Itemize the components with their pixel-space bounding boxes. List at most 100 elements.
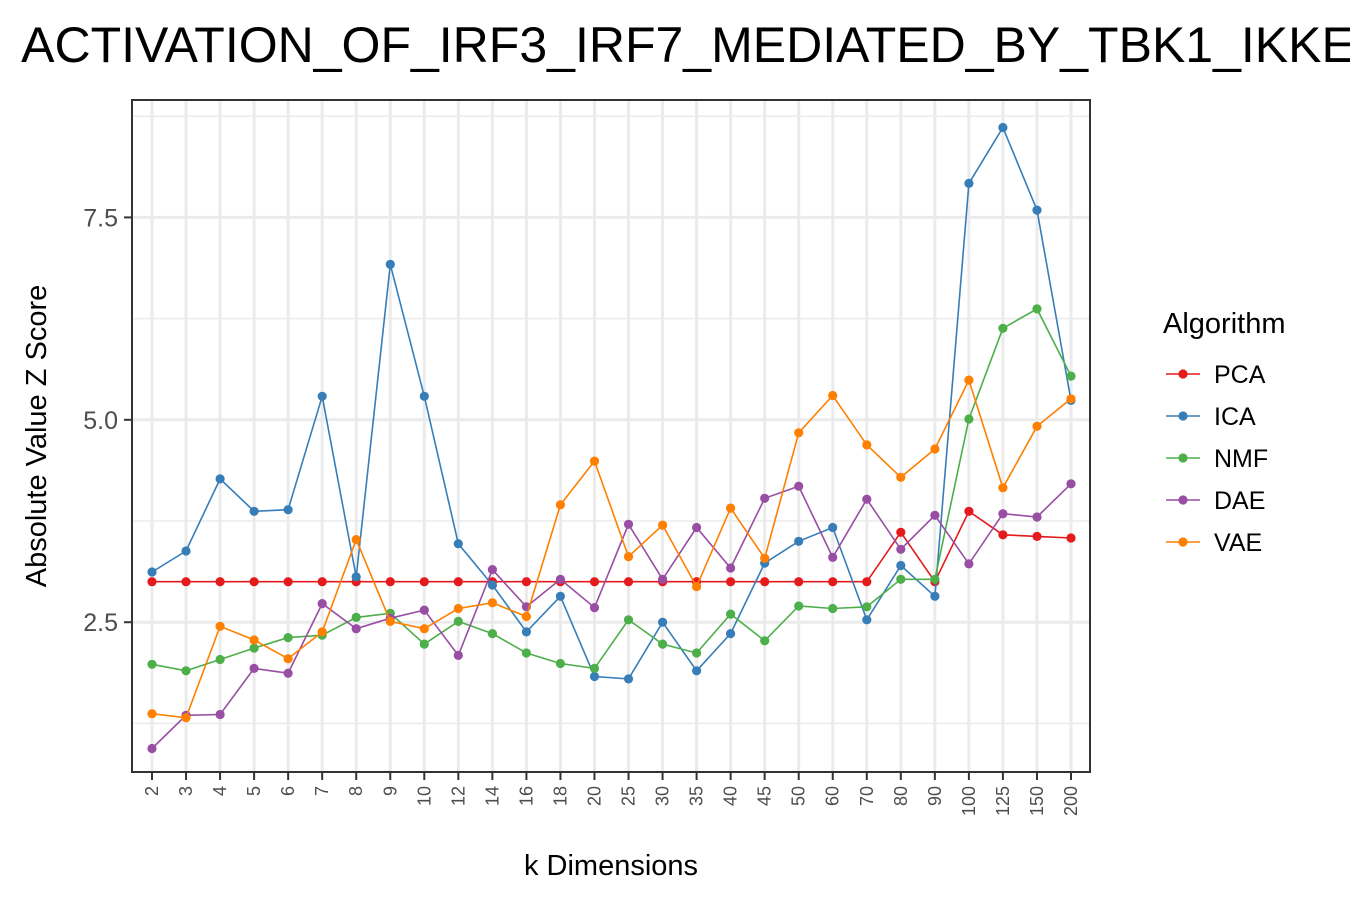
legend-key-point-pca xyxy=(1178,369,1188,379)
point-dae-90 xyxy=(930,510,940,520)
point-pca-16 xyxy=(521,577,532,587)
point-ica-40 xyxy=(726,629,736,639)
x-tick-label: 4 xyxy=(210,786,230,796)
point-dae-50 xyxy=(794,481,804,491)
series-line-vae xyxy=(151,377,1072,719)
legend-item-nmf: NMF xyxy=(1166,445,1268,473)
point-pca-40 xyxy=(726,577,736,587)
point-vae-5 xyxy=(249,635,259,645)
point-ica-16 xyxy=(521,627,532,637)
point-ica-100 xyxy=(964,178,974,188)
legend-key-point-dae xyxy=(1178,495,1188,505)
point-pca-6 xyxy=(283,577,293,587)
point-nmf-200 xyxy=(1066,371,1076,381)
series-line-dae xyxy=(151,483,1072,750)
x-tick-label: 20 xyxy=(584,786,604,806)
point-vae-10 xyxy=(419,624,429,634)
point-pca-100 xyxy=(964,506,974,516)
series-layer xyxy=(147,122,1076,754)
point-ica-6 xyxy=(283,505,293,515)
legend-title: Algorithm xyxy=(1163,308,1286,340)
point-pca-80 xyxy=(896,527,906,537)
point-pca-12 xyxy=(453,577,463,587)
point-vae-12 xyxy=(453,603,463,614)
point-pca-10 xyxy=(419,577,429,587)
x-tick-label: 25 xyxy=(619,786,639,806)
grid-minor xyxy=(132,115,1090,725)
point-nmf-20 xyxy=(589,663,600,674)
point-ica-90 xyxy=(930,591,940,601)
point-pca-25 xyxy=(623,577,634,587)
point-ica-12 xyxy=(453,539,463,549)
x-tick-label: 200 xyxy=(1061,786,1081,816)
point-vae-6 xyxy=(283,654,293,664)
x-tick-label: 50 xyxy=(789,786,809,806)
point-vae-150 xyxy=(1032,421,1042,431)
point-pca-5 xyxy=(249,577,259,587)
x-tick-label: 45 xyxy=(755,786,775,806)
point-ica-35 xyxy=(692,666,702,676)
point-dae-14 xyxy=(487,565,497,575)
point-nmf-3 xyxy=(181,666,191,676)
point-ica-9 xyxy=(385,259,395,269)
point-nmf-6 xyxy=(283,633,293,643)
x-tick-label: 40 xyxy=(721,786,741,806)
point-dae-18 xyxy=(555,574,566,584)
point-dae-100 xyxy=(964,559,974,569)
point-ica-70 xyxy=(862,615,872,625)
point-dae-80 xyxy=(896,544,906,554)
point-nmf-25 xyxy=(623,615,634,625)
point-dae-40 xyxy=(726,563,736,573)
point-nmf-40 xyxy=(726,609,736,619)
point-nmf-2 xyxy=(147,659,157,669)
point-dae-8 xyxy=(351,624,361,634)
point-dae-60 xyxy=(828,552,838,563)
x-tick-label: 9 xyxy=(380,786,400,796)
grid-major xyxy=(132,100,1090,772)
point-dae-12 xyxy=(453,650,463,661)
point-ica-10 xyxy=(419,391,429,401)
x-tick-label: 3 xyxy=(176,786,196,796)
point-vae-14 xyxy=(487,598,497,608)
point-ica-3 xyxy=(181,546,191,556)
x-tick-label: 2 xyxy=(142,786,162,796)
point-dae-25 xyxy=(623,519,634,529)
series-line-nmf xyxy=(151,307,1072,672)
point-ica-5 xyxy=(249,506,259,516)
point-pca-45 xyxy=(760,577,770,587)
point-ica-18 xyxy=(555,591,566,601)
x-tick-label: 8 xyxy=(346,786,366,796)
point-nmf-70 xyxy=(862,602,872,612)
point-ica-2 xyxy=(147,567,157,577)
point-ica-150 xyxy=(1032,205,1042,215)
x-tick-label: 150 xyxy=(1027,786,1047,816)
point-pca-20 xyxy=(589,577,600,587)
x-tick-label: 14 xyxy=(482,786,502,806)
point-vae-70 xyxy=(862,440,872,450)
point-dae-70 xyxy=(862,494,872,504)
point-pca-60 xyxy=(828,577,838,587)
point-ica-25 xyxy=(623,674,634,684)
point-vae-35 xyxy=(692,582,702,592)
point-pca-4 xyxy=(215,577,225,587)
point-nmf-150 xyxy=(1032,304,1042,314)
point-ica-80 xyxy=(896,560,906,571)
point-dae-6 xyxy=(283,668,293,678)
x-tick-label: 5 xyxy=(244,786,264,796)
point-nmf-4 xyxy=(215,654,225,665)
point-dae-5 xyxy=(249,663,259,674)
point-vae-20 xyxy=(589,456,600,466)
legend: Algorithm PCA ICA NMF DAE VAE xyxy=(1163,308,1286,557)
point-ica-125 xyxy=(998,122,1008,133)
x-axis: 2 3 4 5 6 7 8 9 10 12 14 16 18 20 25 30 35 40 45 50 60 70 80 90… xyxy=(142,772,1081,816)
legend-item-dae: DAE xyxy=(1166,487,1265,515)
x-tick-label: 6 xyxy=(278,786,298,796)
point-nmf-35 xyxy=(692,648,702,658)
chart-title: ACTIVATION_OF_IRF3_IRF7_MEDIATED_BY_TBK1… xyxy=(21,17,1350,73)
legend-label-nmf: NMF xyxy=(1214,445,1268,473)
point-nmf-12 xyxy=(453,616,463,627)
series-line-ica xyxy=(151,125,1072,680)
point-dae-45 xyxy=(760,493,770,503)
legend-item-ica: ICA xyxy=(1166,403,1256,431)
point-nmf-80 xyxy=(896,574,906,584)
